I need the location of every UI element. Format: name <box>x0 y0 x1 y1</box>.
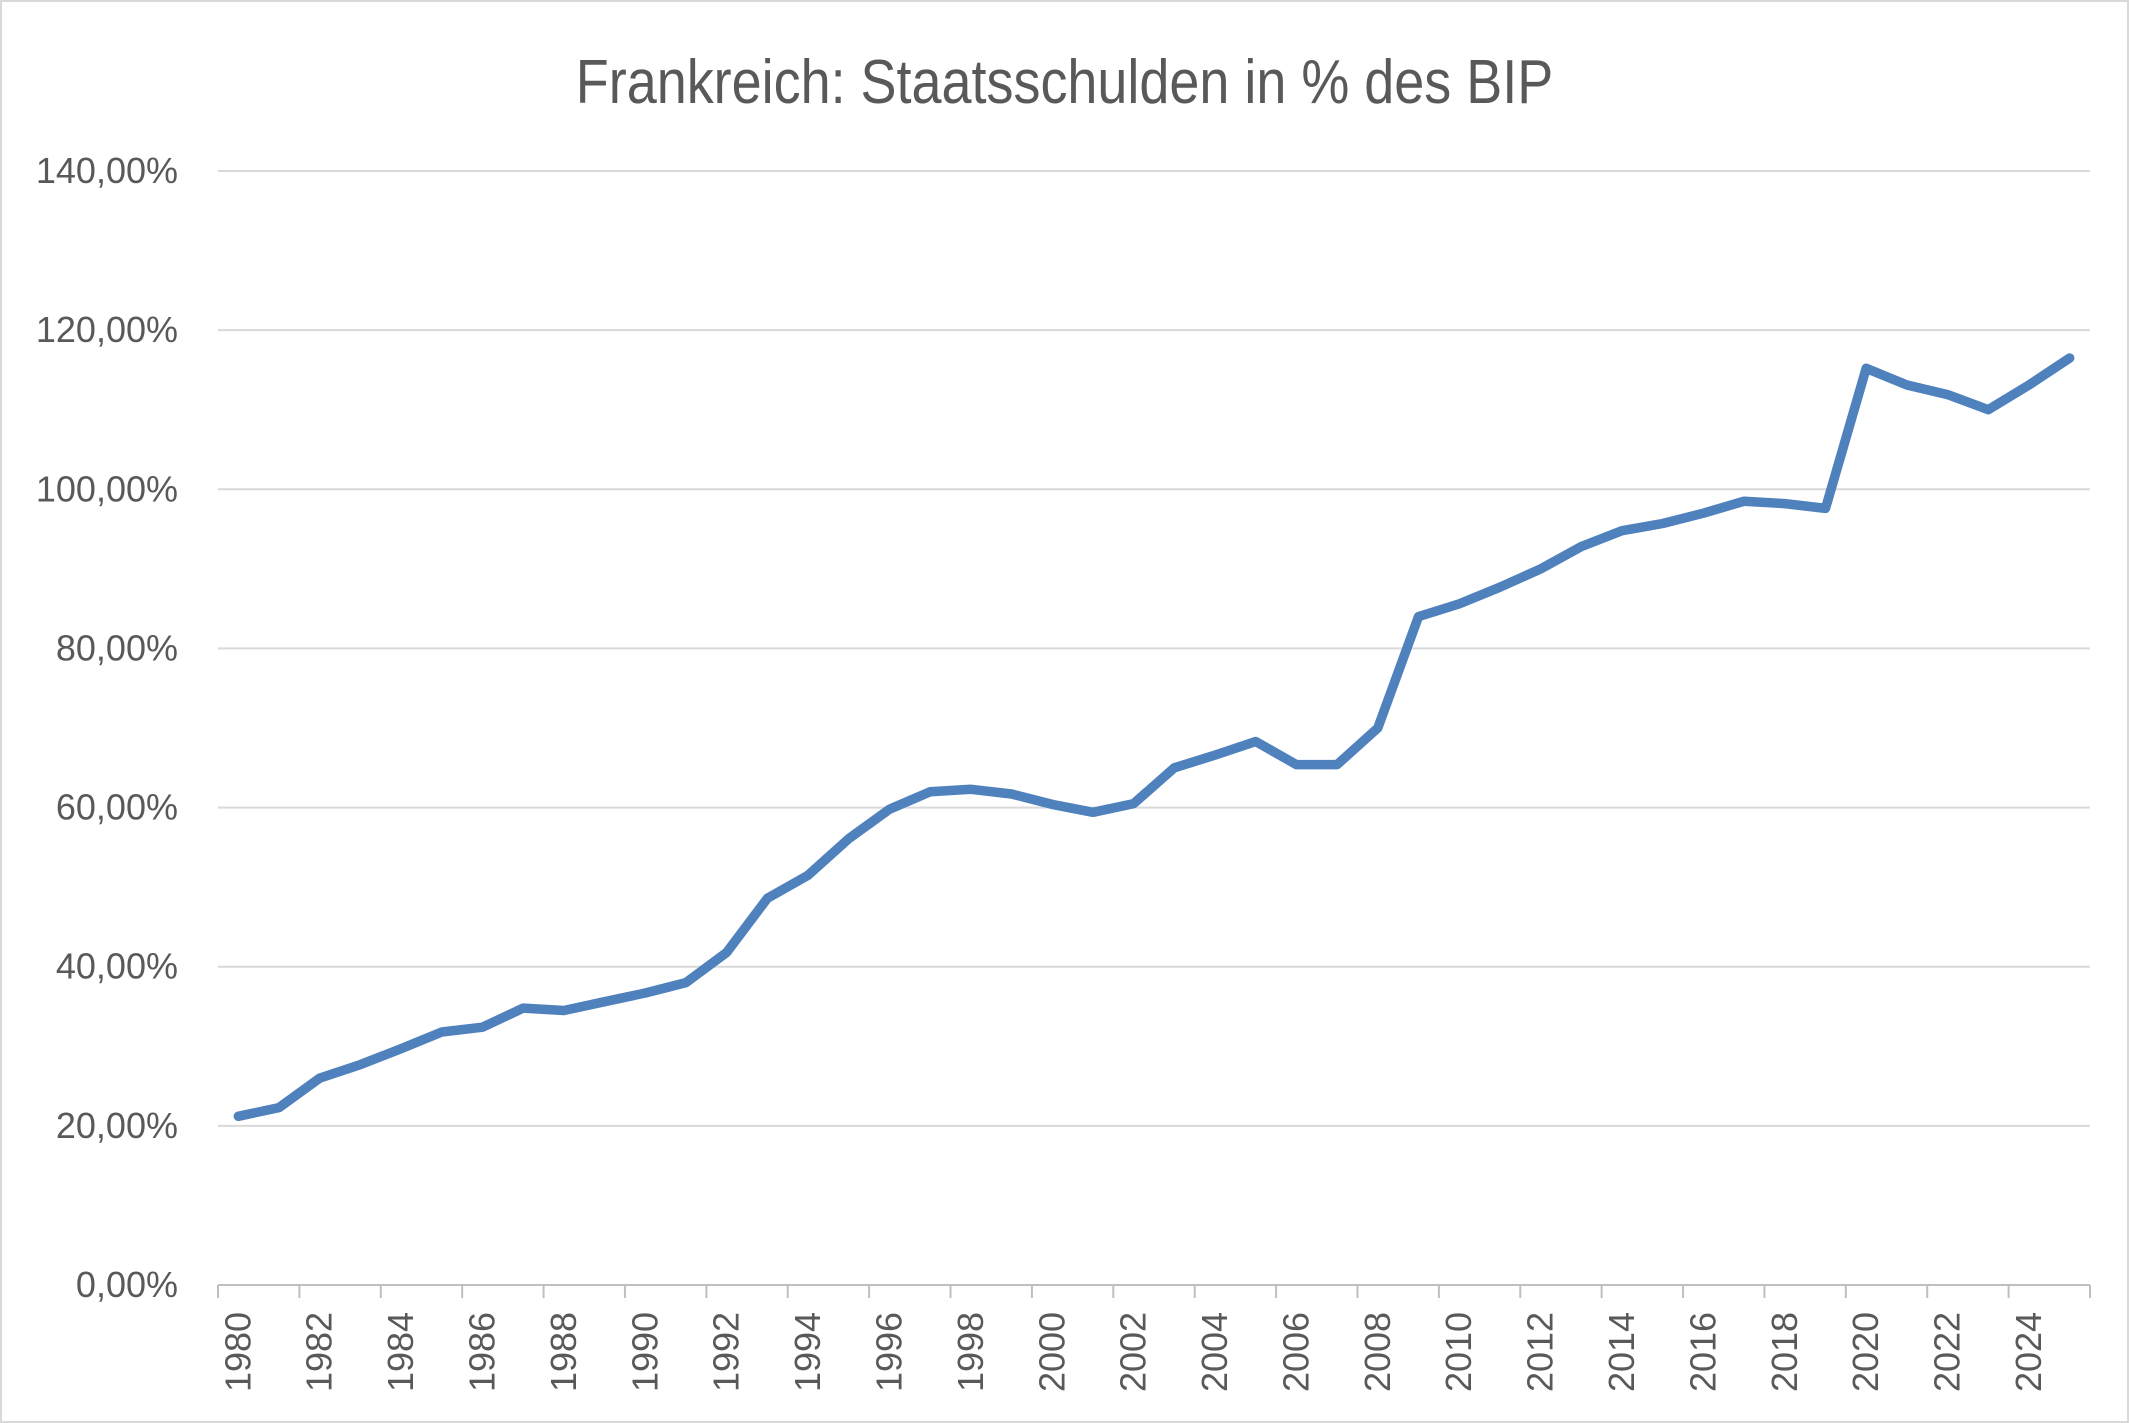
x-axis-label: 1986 <box>462 1312 503 1392</box>
x-axis-label: 1984 <box>380 1312 421 1392</box>
x-axis-label: 1982 <box>299 1312 340 1392</box>
x-axis-label: 2000 <box>1031 1312 1072 1392</box>
x-axis-label: 1998 <box>950 1312 991 1392</box>
x-axis-label: 1988 <box>543 1312 584 1392</box>
y-axis-label: 60,00% <box>56 787 178 828</box>
x-axis-label: 2012 <box>1520 1312 1561 1392</box>
x-axis-label: 2014 <box>1601 1312 1642 1392</box>
x-axis-label: 1994 <box>787 1312 828 1392</box>
x-axis-label: 2010 <box>1438 1312 1479 1392</box>
x-axis-label: 2018 <box>1764 1312 1805 1392</box>
x-axis-label: 2008 <box>1357 1312 1398 1392</box>
y-axis-label: 120,00% <box>36 309 178 350</box>
x-axis-label: 2016 <box>1682 1312 1723 1392</box>
y-axis-label: 140,00% <box>36 150 178 191</box>
y-axis-label: 40,00% <box>56 946 178 987</box>
x-axis-label: 2006 <box>1275 1312 1316 1392</box>
y-axis-label: 0,00% <box>76 1264 178 1305</box>
y-axis-label: 100,00% <box>36 468 178 509</box>
y-axis-label: 80,00% <box>56 627 178 668</box>
x-axis-label: 1980 <box>217 1312 258 1392</box>
x-axis-label: 2020 <box>1845 1312 1886 1392</box>
x-axis-label: 2022 <box>1927 1312 1968 1392</box>
chart-title: Frankreich: Staatsschulden in % des BIP <box>575 48 1554 117</box>
x-axis-label: 2002 <box>1113 1312 1154 1392</box>
x-axis-label: 1992 <box>706 1312 747 1392</box>
x-axis-label: 1990 <box>624 1312 665 1392</box>
x-axis-label: 1996 <box>868 1312 909 1392</box>
x-axis-label: 2024 <box>2008 1312 2049 1392</box>
x-axis-label: 2004 <box>1194 1312 1235 1392</box>
debt-series-line <box>233 353 2075 1122</box>
y-axis-label: 20,00% <box>56 1105 178 1146</box>
